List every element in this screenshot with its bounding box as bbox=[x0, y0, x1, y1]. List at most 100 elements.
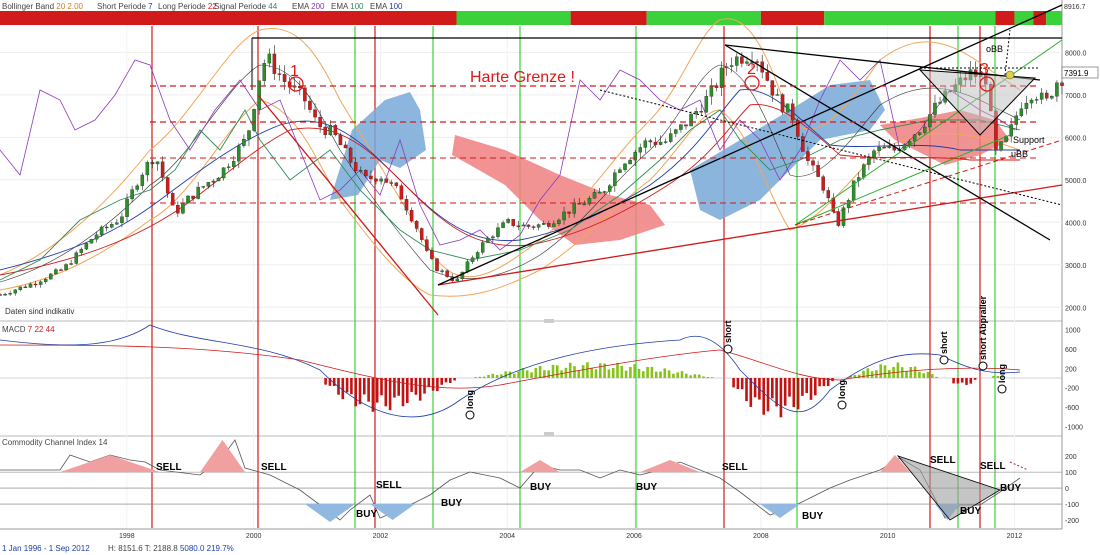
candle-body bbox=[94, 234, 99, 240]
candle-body bbox=[577, 202, 582, 205]
macd-histogram-bar bbox=[753, 378, 757, 398]
macd-histogram-bar bbox=[324, 378, 327, 385]
footer-range: 1 Jan 1996 - 1 Sep 2012 bbox=[2, 544, 90, 553]
macd-histogram-bar bbox=[775, 378, 778, 407]
macd-tick-label: -200 bbox=[1065, 386, 1079, 393]
signal-bar-segment bbox=[1014, 11, 1034, 25]
macd-histogram-bar bbox=[663, 368, 667, 378]
macd-signal-marker bbox=[939, 355, 949, 365]
candle-body bbox=[89, 239, 94, 244]
macd-histogram-bar bbox=[599, 363, 602, 378]
candle-body bbox=[120, 216, 124, 223]
candle-body bbox=[257, 80, 261, 110]
macd-histogram-bar bbox=[809, 378, 813, 400]
panel-resize-handle[interactable] bbox=[544, 319, 554, 323]
price-tick-label: 4000.0 bbox=[1065, 220, 1087, 227]
macd-histogram-bar bbox=[607, 369, 611, 378]
macd-histogram-bar bbox=[650, 366, 654, 378]
candle-body bbox=[399, 185, 404, 200]
macd-histogram-bar bbox=[788, 378, 791, 397]
candle-body bbox=[155, 161, 160, 165]
candle-body bbox=[765, 72, 770, 81]
candle-body bbox=[308, 100, 312, 110]
candle-body bbox=[237, 145, 241, 162]
macd-histogram-bar bbox=[900, 367, 904, 378]
macd-histogram-bar bbox=[401, 378, 405, 407]
macd-histogram-bar bbox=[762, 378, 765, 415]
candle-body bbox=[1014, 115, 1019, 125]
candle-body bbox=[775, 94, 780, 96]
macd-histogram-bar bbox=[620, 366, 624, 378]
macd-histogram-bar bbox=[922, 373, 925, 378]
macd-tick-label: 200 bbox=[1065, 366, 1077, 373]
candle-body bbox=[689, 113, 693, 127]
macd-histogram-bar bbox=[474, 377, 477, 378]
support-label: Support bbox=[1013, 135, 1045, 145]
signal-bar-segment bbox=[0, 11, 457, 25]
mark-1-circle bbox=[288, 76, 304, 92]
macd-histogram-bar bbox=[530, 372, 533, 378]
macd-histogram-bar bbox=[341, 378, 345, 400]
candle-body bbox=[699, 111, 703, 113]
candle-body bbox=[668, 133, 673, 142]
macd-histogram-bar bbox=[740, 378, 744, 390]
macd-tick-label: -600 bbox=[1065, 405, 1079, 412]
macd-histogram-bar bbox=[960, 378, 964, 383]
macd-histogram-bar bbox=[410, 378, 413, 392]
macd-histogram-bar bbox=[525, 370, 529, 378]
panel-resize-handle[interactable] bbox=[544, 432, 554, 436]
macd-histogram-bar bbox=[801, 378, 804, 396]
candle-body bbox=[552, 223, 556, 227]
candle-body bbox=[826, 190, 831, 199]
candle-body bbox=[430, 250, 434, 259]
candle-body bbox=[64, 264, 68, 271]
macd-y-axis: 1000 600 200 -200 -600 -1000 bbox=[1065, 327, 1083, 431]
candle-body bbox=[846, 200, 851, 208]
candle-body bbox=[597, 192, 602, 194]
cci-oversold-area bbox=[760, 504, 800, 518]
macd-histogram-bar bbox=[706, 376, 710, 378]
signal-bar-segment bbox=[760, 11, 825, 25]
svg-text:Signal Periode 44: Signal Periode 44 bbox=[214, 2, 278, 11]
candle-body bbox=[806, 151, 810, 161]
cci-signal-label: BUY bbox=[636, 482, 657, 493]
candle-body bbox=[933, 102, 937, 115]
macd-histogram-bar bbox=[594, 369, 598, 378]
candle-body bbox=[501, 222, 505, 228]
candle-body bbox=[165, 177, 170, 194]
candle-body bbox=[206, 182, 211, 187]
x-axis: 1998 2000 2002 2004 2006 2008 2010 2012 bbox=[119, 533, 1022, 540]
candle-body bbox=[816, 165, 820, 177]
macd-histogram-bar bbox=[367, 378, 370, 402]
candle-body bbox=[902, 144, 907, 151]
svg-text:EMA 100: EMA 100 bbox=[370, 2, 403, 11]
macd-histogram-bar bbox=[796, 378, 800, 410]
candle-body bbox=[648, 140, 653, 143]
harte-grenze-label: Harte Grenze ! bbox=[470, 69, 575, 86]
cci-signal-label: BUY bbox=[356, 509, 377, 520]
candle-body bbox=[745, 61, 749, 64]
macd-signal-marker bbox=[978, 361, 988, 371]
macd-histogram-bar bbox=[710, 377, 714, 378]
candle-body bbox=[1019, 108, 1024, 116]
candle-body bbox=[674, 129, 678, 134]
candle-body bbox=[313, 109, 317, 118]
candle-body bbox=[374, 178, 378, 182]
candle-body bbox=[221, 167, 226, 179]
candle-body bbox=[211, 180, 216, 183]
candle-body bbox=[323, 126, 327, 136]
candle-body bbox=[923, 126, 927, 133]
candle-body bbox=[663, 141, 668, 143]
macd-histogram-bar bbox=[685, 373, 688, 378]
macd-histogram-bar bbox=[689, 375, 692, 378]
macd-signal-marker bbox=[997, 384, 1007, 394]
candle-body bbox=[633, 152, 637, 161]
macd-histogram-bar bbox=[918, 371, 921, 378]
macd-histogram-bar bbox=[805, 378, 808, 394]
macd-tick-label: -1000 bbox=[1065, 425, 1083, 432]
x-tick-label: 2000 bbox=[246, 533, 262, 540]
candle-body bbox=[181, 202, 185, 214]
signal-bar-segment bbox=[646, 11, 761, 25]
candle-body bbox=[110, 224, 114, 228]
